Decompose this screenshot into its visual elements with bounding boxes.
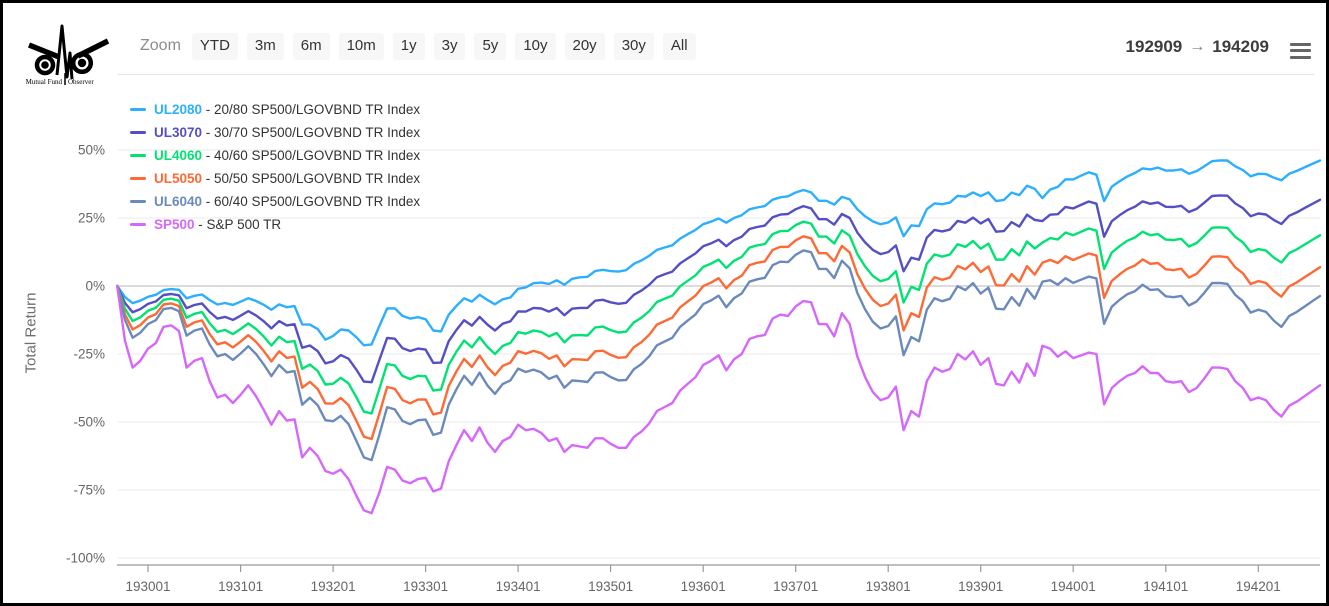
series-line-sp500 [115, 284, 1322, 515]
series-line-ul4060 [115, 220, 1322, 415]
zoom-button-6m[interactable]: 6m [292, 33, 330, 60]
legend-series-name: UL5050 [154, 171, 203, 186]
legend: UL2080 - 20/80 SP500/LGOVBND TR Index UL3… [130, 98, 420, 236]
legend-item-sp500[interactable]: SP500 - S&P 500 TR [130, 213, 420, 236]
owl-icon [27, 24, 110, 85]
x-axis-tick-label: 193501 [588, 579, 633, 594]
y-axis-tick-label: 0% [85, 279, 105, 294]
x-axis-tick-label: 193701 [773, 579, 818, 594]
y-axis-tick-label: -100% [66, 551, 105, 566]
zoom-button-all[interactable]: All [662, 33, 696, 60]
range-to-value: 194209 [1212, 37, 1269, 56]
legend-swatch-icon [130, 223, 146, 226]
legend-series-name: UL4060 [154, 148, 203, 163]
x-axis-tick-label: 194201 [1236, 579, 1281, 594]
x-axis-tick-label: 193201 [311, 579, 356, 594]
zoom-button-20y[interactable]: 20y [564, 33, 605, 60]
y-axis-tick-label: -75% [73, 483, 105, 498]
x-axis-tick-label: 193101 [218, 579, 263, 594]
legend-series-description: - 30/70 SP500/LGOVBND TR Index [202, 125, 421, 140]
legend-series-description: - 50/50 SP500/LGOVBND TR Index [202, 171, 421, 186]
x-axis-tick-label: 193801 [866, 579, 911, 594]
legend-series-name: UL6040 [154, 194, 203, 209]
y-axis-tick-label: 25% [78, 211, 105, 226]
x-axis-tick-label: 193901 [958, 579, 1003, 594]
legend-swatch-icon [130, 200, 146, 203]
date-range-display: 192909 → 194209 [1126, 37, 1269, 57]
zoom-button-1y[interactable]: 1y [392, 33, 425, 60]
zoom-button-ytd[interactable]: YTD [191, 33, 238, 60]
zoom-button-3y[interactable]: 3y [433, 33, 466, 60]
legend-swatch-icon [130, 177, 146, 180]
chart-svg: 50% 25% 0% -25% -50% -75% -100% 193001 193101 193… [66, 143, 1322, 594]
legend-series-description: - S&P 500 TR [194, 217, 282, 232]
range-selector-toolbar: Zoom YTD 3m 6m 10m 1y 3y 5y 10y 20y 30y All [140, 33, 696, 60]
legend-series-name: UL3070 [154, 125, 203, 140]
legend-swatch-icon [130, 131, 146, 134]
x-axis-tick-label: 194001 [1051, 579, 1096, 594]
series-line-ul2080 [115, 159, 1322, 347]
range-from-value: 192909 [1125, 37, 1183, 56]
zoom-button-row: YTD 3m 6m 10m 1y 3y 5y 10y 20y 30y All [191, 33, 696, 60]
arrow-right-icon: → [1189, 38, 1206, 55]
legend-series-name: SP500 [154, 217, 195, 232]
series-line-ul6040 [115, 249, 1322, 462]
legend-swatch-icon [130, 154, 146, 157]
series-line-ul5050 [115, 235, 1322, 441]
x-axis-tick-label: 193401 [496, 579, 541, 594]
legend-swatch-icon [130, 108, 146, 111]
legend-series-name: UL2080 [154, 102, 203, 117]
x-axis-tick-label: 193601 [681, 579, 726, 594]
zoom-button-3m[interactable]: 3m [246, 33, 284, 60]
header-divider [118, 74, 1314, 75]
zoom-label: Zoom [140, 37, 181, 55]
series-line-ul3070 [115, 194, 1322, 384]
legend-item-ul6040[interactable]: UL6040 - 60/40 SP500/LGOVBND TR Index [130, 190, 420, 213]
x-axis-tick-label: 193301 [403, 579, 448, 594]
legend-series-description: - 40/60 SP500/LGOVBND TR Index [202, 148, 421, 163]
logo-text-observer: Observer [68, 78, 94, 86]
y-axis-tick-label: -25% [73, 347, 105, 362]
menu-icon[interactable] [1290, 39, 1311, 62]
legend-item-ul3070[interactable]: UL3070 - 30/70 SP500/LGOVBND TR Index [130, 121, 420, 144]
zoom-button-10m[interactable]: 10m [338, 33, 384, 60]
zoom-button-5y[interactable]: 5y [474, 33, 507, 60]
legend-series-description: - 60/40 SP500/LGOVBND TR Index [202, 194, 421, 209]
legend-series-description: - 20/80 SP500/LGOVBND TR Index [202, 102, 421, 117]
x-axis-tick-label: 193001 [125, 579, 170, 594]
y-axis-tick-label: -50% [73, 415, 105, 430]
legend-item-ul5050[interactable]: UL5050 - 50/50 SP500/LGOVBND TR Index [130, 167, 420, 190]
mfo-logo: Mutual Fund Observer [26, 24, 110, 86]
y-axis-tick-label: 50% [78, 143, 105, 158]
legend-item-ul2080[interactable]: UL2080 - 20/80 SP500/LGOVBND TR Index [130, 98, 420, 121]
legend-item-ul4060[interactable]: UL4060 - 40/60 SP500/LGOVBND TR Index [130, 144, 420, 167]
zoom-button-30y[interactable]: 30y [613, 33, 654, 60]
logo-text-mutual-fund: Mutual Fund [26, 78, 63, 86]
zoom-button-10y[interactable]: 10y [515, 33, 556, 60]
x-axis-tick-label: 194101 [1143, 579, 1188, 594]
